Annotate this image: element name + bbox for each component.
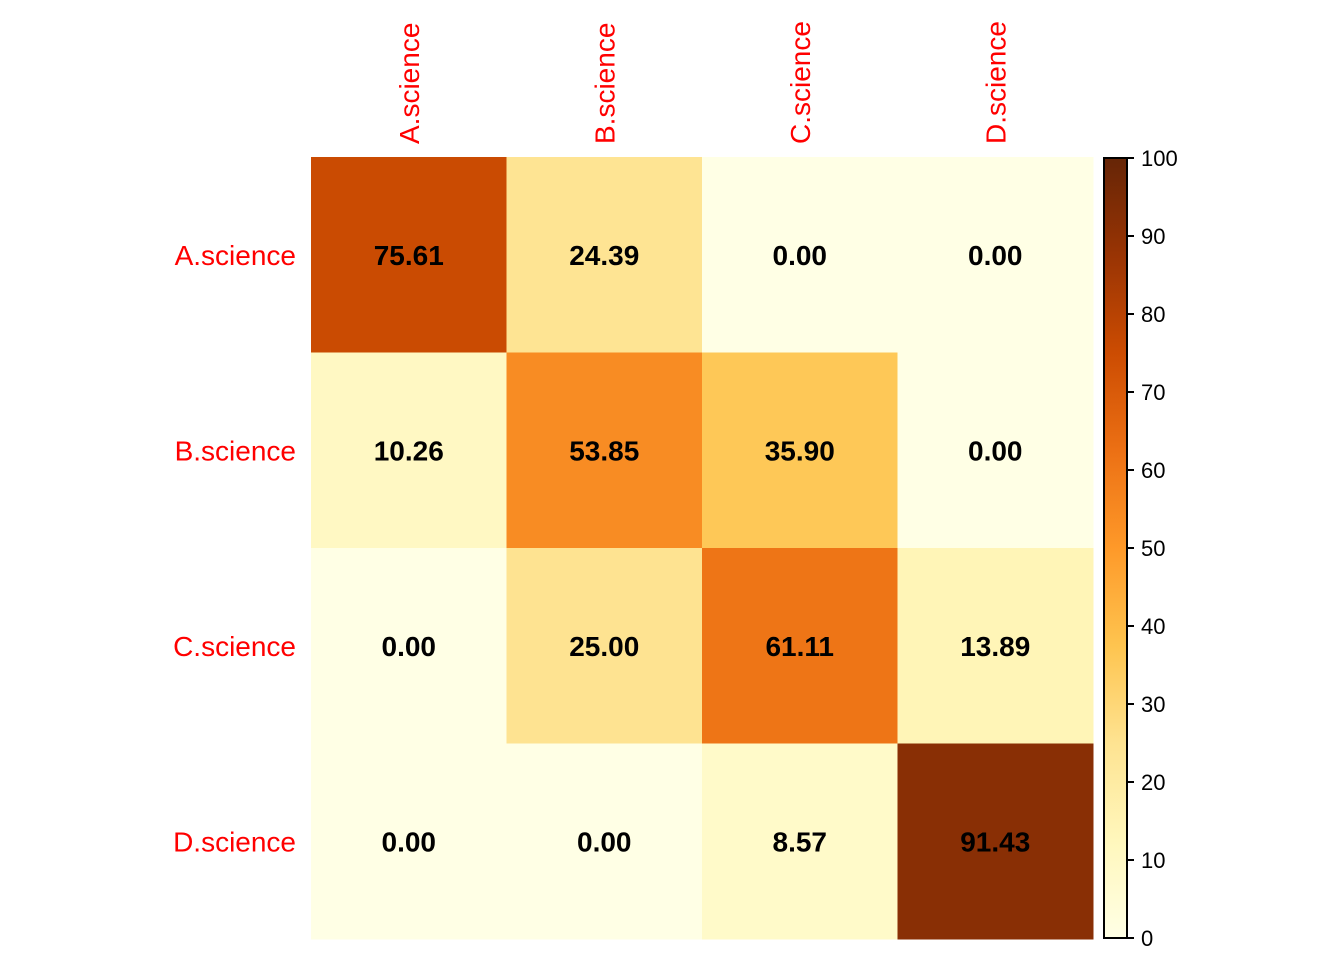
cell-value-label-3-2: 25.00 xyxy=(569,631,639,662)
heatmap-cell-3-4 xyxy=(897,548,1094,744)
cell-value-label-4-1: 0.00 xyxy=(382,826,437,857)
cell-value-label-3-1: 0.00 xyxy=(382,631,437,662)
colorbar-tick-label-50: 50 xyxy=(1141,536,1165,561)
cell-value-label-3-3: 61.11 xyxy=(765,631,834,662)
heatmap-cell-1-3 xyxy=(702,157,898,353)
heatmap-cell-2-4 xyxy=(897,352,1094,549)
colorbar-gradient xyxy=(1103,157,1128,939)
row-labels: A.science B.science C.science D.science xyxy=(173,240,296,858)
heatmap-cell-labels: 75.61 24.39 0.00 0.00 10.26 53.85 35.90 0.00 0.0… xyxy=(374,240,1031,858)
column-labels: A.science B.science C.science D.science xyxy=(394,21,1012,144)
colorbar-tick-label-100: 100 xyxy=(1141,146,1178,171)
heatmap-cell-3-2 xyxy=(506,548,703,744)
cell-value-label-2-2: 53.85 xyxy=(569,435,639,466)
heatmap-cell-4-3 xyxy=(702,743,898,940)
colorbar-tick-label-40: 40 xyxy=(1141,614,1165,639)
column-label-2: B.science xyxy=(589,23,620,144)
cell-value-label-1-3: 0.00 xyxy=(773,240,828,271)
cell-value-label-4-2: 0.00 xyxy=(577,826,632,857)
cell-value-label-1-2: 24.39 xyxy=(569,240,639,271)
cell-value-label-4-4: 91.43 xyxy=(960,826,1030,857)
heatmap-cell-4-4 xyxy=(897,743,1094,940)
colorbar-tick-label-10: 10 xyxy=(1141,848,1165,873)
heatmap-cell-1-2 xyxy=(506,157,703,353)
heatmap-cell-4-2 xyxy=(506,743,703,940)
heatmap-cell-1-1 xyxy=(311,157,507,353)
cell-value-label-2-1: 10.26 xyxy=(374,435,444,466)
heatmap-cell-2-3 xyxy=(702,352,898,549)
colorbar-tick-label-90: 90 xyxy=(1141,224,1165,249)
cell-value-label-3-4: 13.89 xyxy=(960,631,1030,662)
heatmap-cell-3-3 xyxy=(702,548,898,744)
colorbar: 0 10 20 30 40 50 60 70 80 90 100 xyxy=(1103,146,1178,951)
colorbar-tick-label-30: 30 xyxy=(1141,692,1165,717)
column-label-1: A.science xyxy=(394,23,425,144)
heatmap-cell-4-1 xyxy=(311,743,507,940)
colorbar-tick-label-80: 80 xyxy=(1141,302,1165,327)
column-label-4: D.science xyxy=(980,21,1011,144)
heatmap-cell-3-1 xyxy=(311,548,507,744)
row-label-1: A.science xyxy=(175,240,296,271)
cell-value-label-1-4: 0.00 xyxy=(968,240,1023,271)
row-label-4: D.science xyxy=(173,826,296,857)
heatmap-cells xyxy=(311,157,1094,940)
cell-value-label-2-4: 0.00 xyxy=(968,435,1023,466)
heatmap-cell-2-1 xyxy=(311,352,507,549)
colorbar-tick-label-60: 60 xyxy=(1141,458,1165,483)
cell-value-label-4-3: 8.57 xyxy=(773,826,828,857)
heatmap-cell-2-2 xyxy=(506,352,703,549)
row-label-3: C.science xyxy=(173,631,296,662)
cell-value-label-2-3: 35.90 xyxy=(765,435,835,466)
colorbar-tick-label-20: 20 xyxy=(1141,770,1165,795)
column-label-3: C.science xyxy=(785,21,816,144)
cell-value-label-1-1: 75.61 xyxy=(374,240,444,271)
colorbar-tick-label-0: 0 xyxy=(1141,926,1153,951)
heatmap-cell-1-4 xyxy=(897,157,1094,353)
colorbar-tick-label-70: 70 xyxy=(1141,380,1165,405)
row-label-2: B.science xyxy=(175,435,296,466)
